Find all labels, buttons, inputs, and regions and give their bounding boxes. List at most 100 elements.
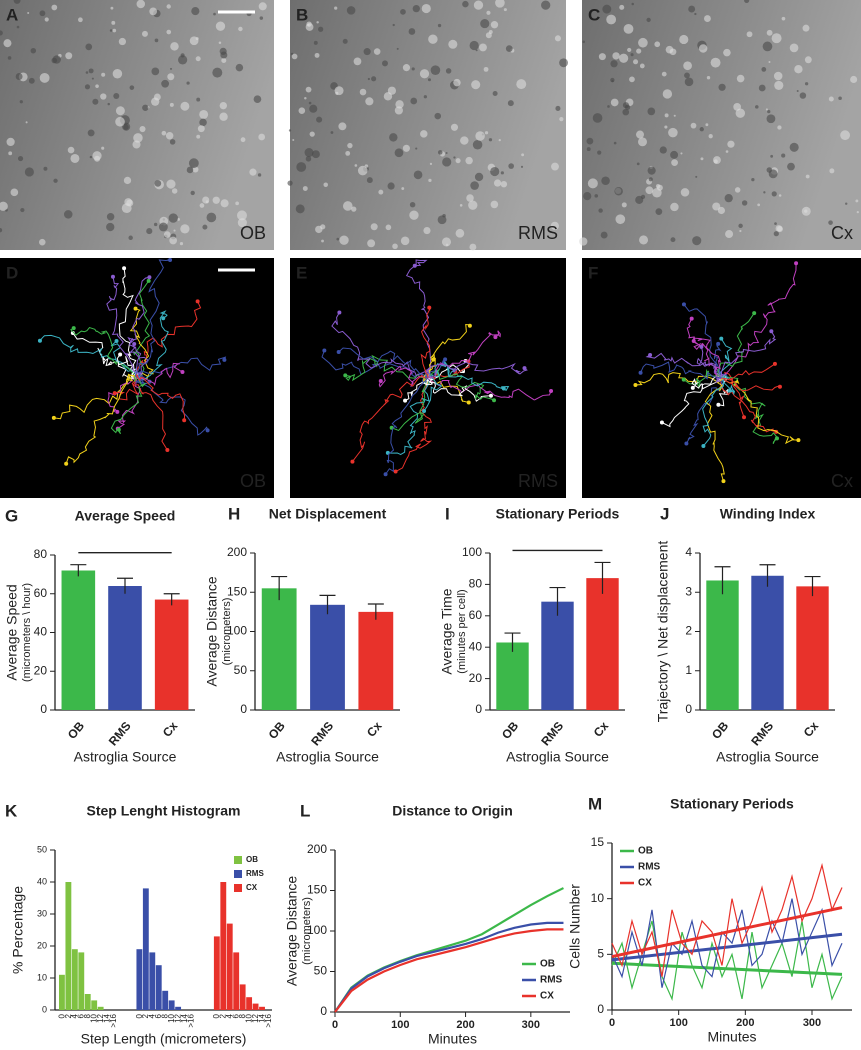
track: [427, 377, 552, 401]
track-end: [690, 385, 695, 390]
chart-title: Stationary Periods: [496, 506, 620, 522]
track-end: [721, 479, 726, 484]
x-tick-label: >16: [186, 1013, 195, 1027]
track-end: [412, 263, 417, 268]
y-tick-label: 0: [40, 702, 47, 716]
cell-texture: [302, 186, 308, 191]
bar: [220, 882, 227, 1010]
cell-texture: [153, 222, 158, 227]
cell-texture: [378, 189, 384, 195]
cell-texture: [314, 52, 320, 58]
cell-texture: [53, 178, 58, 183]
cell-texture: [305, 156, 312, 162]
cell-texture: [751, 177, 755, 182]
cell-texture: [598, 53, 606, 61]
x-tick-label: 14: [103, 1013, 112, 1022]
trend-line: [611, 961, 843, 976]
cell-texture: [67, 146, 75, 154]
x-tick-label: 6: [154, 1013, 163, 1018]
cell-texture: [212, 196, 220, 204]
cell-texture: [655, 184, 661, 189]
cell-texture: [705, 123, 709, 127]
x-tick-label: Cx: [160, 719, 181, 740]
legend-label: CX: [246, 883, 258, 892]
cell-texture: [455, 228, 465, 238]
cell-texture: [8, 151, 13, 156]
track-end: [64, 461, 69, 466]
x-tick-label: 300: [522, 1019, 540, 1031]
legend-label: OB: [638, 846, 653, 857]
cell-texture: [673, 114, 676, 117]
cell-texture: [855, 199, 859, 203]
cell-texture: [316, 116, 323, 123]
cell-texture: [385, 224, 392, 231]
cell-texture: [583, 192, 592, 201]
cell-texture: [396, 47, 399, 50]
legend-label: RMS: [540, 975, 563, 986]
cell-texture: [610, 77, 615, 83]
cell-texture: [804, 82, 809, 86]
cell-texture: [710, 57, 721, 68]
y-axis-label: (micrometers): [221, 598, 233, 666]
bar: [168, 1000, 175, 1010]
line: [334, 921, 564, 1013]
cell-texture: [44, 17, 49, 22]
cell-texture: [330, 131, 334, 134]
cell-texture: [415, 147, 418, 150]
x-tick-label: 14: [257, 1013, 266, 1022]
track: [352, 374, 429, 462]
cell-texture: [829, 168, 835, 174]
x-tick-label: Cx: [364, 719, 385, 740]
cell-texture: [128, 235, 133, 240]
cell-texture: [169, 236, 177, 245]
track-end: [112, 391, 117, 396]
cell-texture: [500, 171, 504, 175]
panel-letter: A: [6, 5, 18, 24]
y-tick-label: 20: [34, 663, 48, 677]
cell-texture: [309, 104, 318, 113]
x-tick-label: OB: [65, 719, 88, 742]
cell-texture: [763, 191, 766, 194]
cell-texture: [401, 187, 405, 190]
cell-texture: [664, 113, 669, 118]
bar: [233, 952, 240, 1010]
cell-texture: [671, 159, 678, 166]
error-bar: [759, 564, 776, 587]
cell-texture: [295, 204, 305, 214]
track: [721, 263, 797, 379]
cell-texture: [101, 146, 105, 150]
y-axis-label: (micrometers): [301, 897, 313, 965]
cell-texture: [606, 14, 617, 25]
y-tick-label: 100: [462, 545, 482, 559]
cell-texture: [483, 66, 489, 72]
error-bar: [504, 632, 521, 652]
cell-texture: [237, 218, 247, 228]
cell-texture: [679, 34, 689, 45]
track: [683, 304, 722, 379]
panel-label: RMS: [518, 223, 558, 243]
x-axis-label: Minutes: [428, 1031, 477, 1047]
cell-texture: [199, 110, 209, 119]
cell-texture: [373, 48, 381, 55]
cell-texture: [311, 150, 320, 159]
x-axis-label: Astroglia Source: [506, 749, 609, 765]
track-end: [796, 438, 801, 443]
cell-texture: [479, 43, 487, 52]
cell-texture: [257, 173, 262, 177]
cell-texture: [111, 20, 116, 25]
bar: [496, 642, 529, 710]
cell-texture: [694, 12, 697, 16]
track-end: [777, 384, 782, 389]
y-tick-label: 60: [469, 608, 483, 622]
cell-texture: [559, 58, 568, 68]
track: [721, 363, 776, 381]
track-end: [659, 420, 664, 425]
cell-texture: [619, 53, 629, 63]
cell-texture: [445, 151, 448, 154]
legend-label: CX: [638, 878, 652, 889]
cell-texture: [316, 21, 319, 24]
cell-texture: [640, 194, 646, 199]
cell-texture: [367, 239, 376, 248]
cell-texture: [85, 43, 93, 51]
cell-texture: [202, 224, 208, 230]
